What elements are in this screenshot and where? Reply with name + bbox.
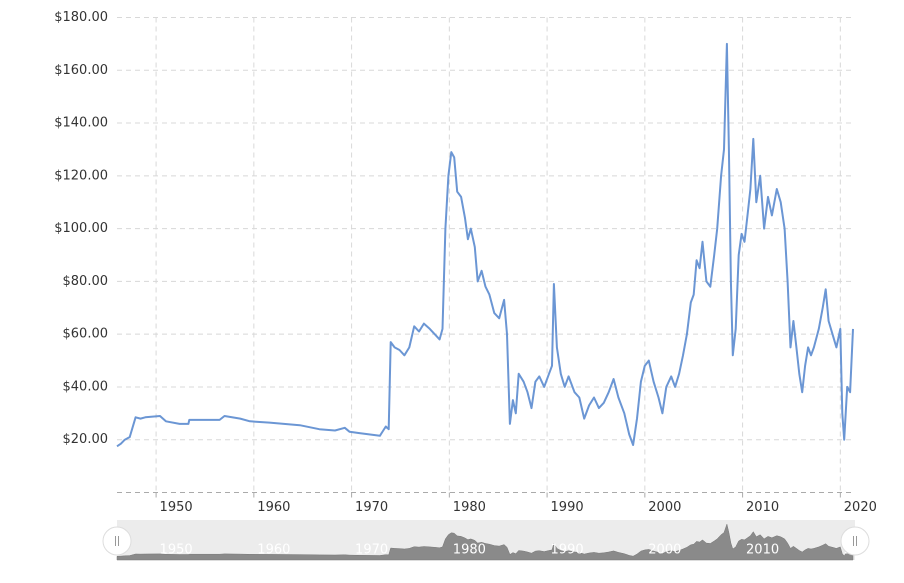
- x-tick-label: 2000: [648, 500, 681, 515]
- navigator-handle-right[interactable]: [840, 526, 870, 556]
- y-tick-label: $140.00: [54, 116, 108, 131]
- x-tick-label: 1990: [551, 500, 584, 515]
- x-tick-label: 1970: [355, 500, 388, 515]
- handle[interactable]: [840, 526, 870, 556]
- x-tick-label: 1950: [160, 500, 193, 515]
- series-line: [116, 42, 854, 448]
- y-tick-label: $20.00: [63, 432, 109, 447]
- navigator-label: 1990: [551, 543, 584, 558]
- navigator-label: 2010: [746, 543, 779, 558]
- x-tick-label: 1960: [257, 500, 290, 515]
- y-tick-label: $80.00: [63, 274, 109, 289]
- x-tick-label: 2020: [844, 500, 877, 515]
- navigator-handle-left[interactable]: [102, 526, 132, 556]
- marks-layer: [116, 42, 854, 448]
- y-tick-label: $160.00: [54, 63, 108, 78]
- x-tick-label: 1980: [453, 500, 486, 515]
- navigator-label: 1980: [453, 543, 486, 558]
- handle[interactable]: [102, 526, 132, 556]
- y-tick-label: $60.00: [63, 327, 109, 342]
- navigator-label: 1950: [160, 543, 193, 558]
- x-tick-label: 2010: [746, 500, 779, 515]
- navigator-label: 1970: [355, 543, 388, 558]
- navigator-label: 2000: [648, 543, 681, 558]
- y-tick-label: $40.00: [63, 379, 109, 394]
- y-tick-label: $100.00: [54, 221, 108, 236]
- y-tick-label: $120.00: [54, 168, 108, 183]
- navigator-area: [116, 523, 854, 561]
- grid-layer: $20.00 $40.00 $60.00 $80.00 $100.00 $120.00 $1…: [54, 10, 877, 515]
- y-tick-label: $180.00: [54, 10, 108, 25]
- navigator-label: 1960: [257, 543, 290, 558]
